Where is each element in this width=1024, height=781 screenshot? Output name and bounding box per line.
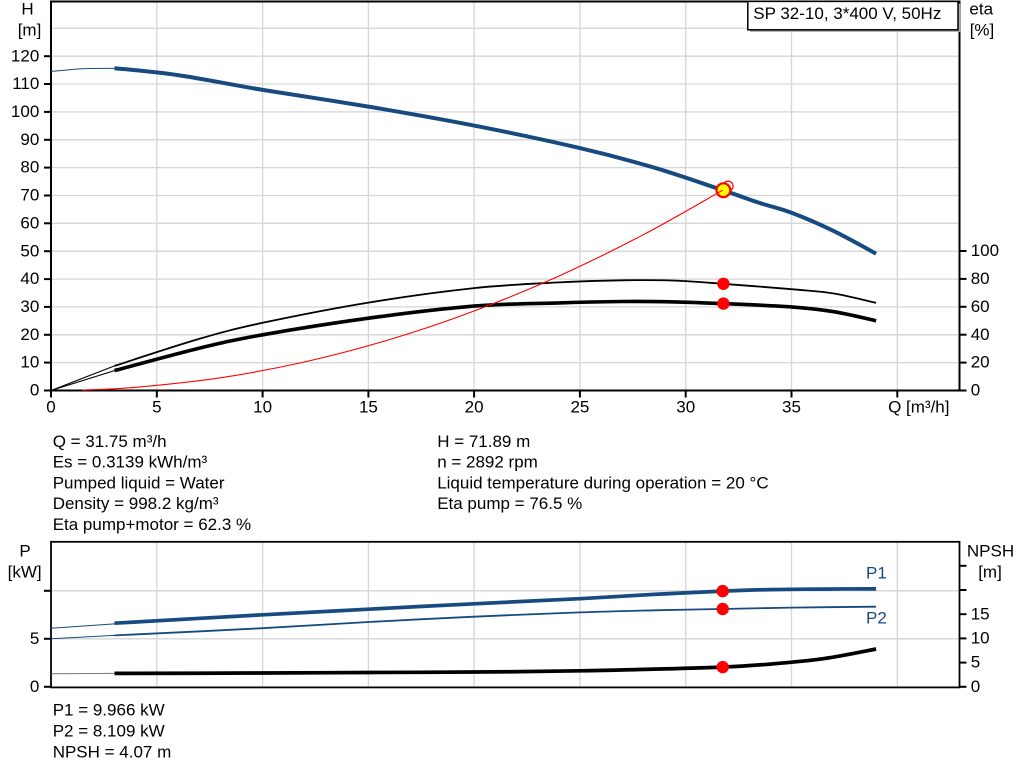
- svg-text:80: 80: [971, 269, 990, 288]
- svg-text:SP 32-10, 3*400 V, 50Hz: SP 32-10, 3*400 V, 50Hz: [753, 4, 941, 23]
- svg-text:Pumped liquid = Water: Pumped liquid = Water: [53, 473, 225, 492]
- svg-text:0: 0: [30, 677, 39, 696]
- svg-text:20: 20: [971, 353, 990, 372]
- svg-text:100: 100: [11, 102, 39, 121]
- svg-text:0: 0: [971, 677, 980, 696]
- svg-text:80: 80: [20, 158, 39, 177]
- svg-text:10: 10: [253, 398, 272, 417]
- svg-text:NPSH: NPSH: [967, 542, 1014, 561]
- svg-text:35: 35: [782, 398, 801, 417]
- svg-text:60: 60: [20, 213, 39, 232]
- svg-text:25: 25: [570, 398, 589, 417]
- svg-text:P2: P2: [866, 609, 887, 628]
- svg-text:100: 100: [971, 241, 999, 260]
- svg-text:10: 10: [971, 629, 990, 648]
- svg-text:5: 5: [152, 398, 161, 417]
- svg-text:P: P: [19, 542, 30, 561]
- svg-text:Liquid temperature during oper: Liquid temperature during operation = 20…: [437, 473, 768, 492]
- svg-text:H: H: [21, 0, 33, 18]
- svg-text:60: 60: [971, 297, 990, 316]
- svg-text:eta: eta: [969, 0, 993, 18]
- svg-text:[m]: [m]: [978, 562, 1002, 581]
- svg-text:P1: P1: [866, 564, 887, 583]
- svg-text:0: 0: [30, 381, 39, 400]
- svg-text:n = 2892 rpm: n = 2892 rpm: [437, 453, 538, 472]
- svg-text:Q [m³/h]: Q [m³/h]: [888, 398, 949, 417]
- svg-text:5: 5: [30, 629, 39, 648]
- svg-text:H = 71.89 m: H = 71.89 m: [437, 432, 530, 451]
- svg-text:20: 20: [465, 398, 484, 417]
- svg-text:120: 120: [11, 46, 39, 65]
- svg-text:90: 90: [20, 130, 39, 149]
- svg-text:[m]: [m]: [18, 20, 42, 39]
- svg-text:15: 15: [359, 398, 378, 417]
- svg-text:70: 70: [20, 186, 39, 205]
- svg-text:20: 20: [20, 325, 39, 344]
- svg-text:P1 = 9.966 kW: P1 = 9.966 kW: [53, 700, 165, 719]
- svg-text:[%]: [%]: [970, 20, 995, 39]
- svg-text:30: 30: [676, 398, 695, 417]
- svg-text:110: 110: [12, 74, 39, 93]
- svg-text:15: 15: [971, 604, 990, 623]
- svg-text:40: 40: [971, 325, 990, 344]
- svg-text:0: 0: [971, 381, 980, 400]
- svg-text:Eta pump = 76.5 %: Eta pump = 76.5 %: [437, 494, 582, 513]
- svg-text:0: 0: [46, 398, 55, 417]
- svg-text:Q = 31.75 m³/h: Q = 31.75 m³/h: [53, 432, 167, 451]
- svg-text:30: 30: [20, 297, 39, 316]
- svg-text:Density = 998.2 kg/m³: Density = 998.2 kg/m³: [53, 494, 219, 513]
- svg-text:Es = 0.3139 kWh/m³: Es = 0.3139 kWh/m³: [53, 453, 208, 472]
- svg-text:50: 50: [20, 241, 39, 260]
- svg-text:40: 40: [20, 269, 39, 288]
- svg-text:P2 = 8.109 kW: P2 = 8.109 kW: [53, 721, 165, 740]
- svg-text:5: 5: [971, 653, 980, 672]
- svg-text:NPSH = 4.07 m: NPSH = 4.07 m: [53, 742, 172, 761]
- svg-text:10: 10: [20, 353, 39, 372]
- svg-text:Eta pump+motor = 62.3 %: Eta pump+motor = 62.3 %: [53, 515, 251, 534]
- svg-text:[kW]: [kW]: [8, 562, 42, 581]
